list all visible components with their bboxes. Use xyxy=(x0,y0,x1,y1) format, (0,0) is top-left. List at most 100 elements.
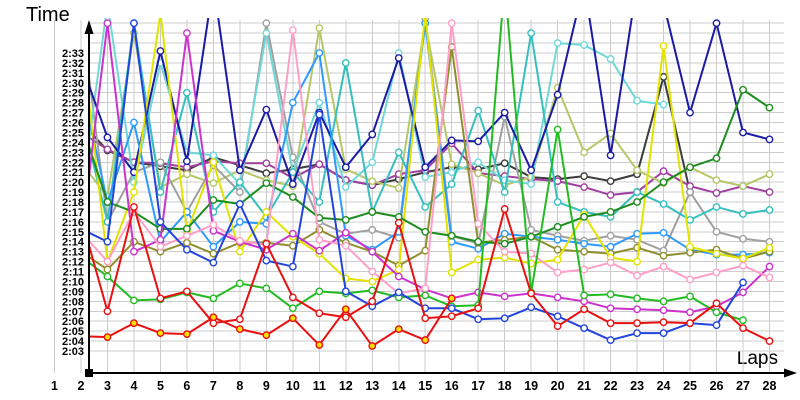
svg-text:27: 27 xyxy=(736,379,750,393)
data-point xyxy=(765,103,774,112)
data-point xyxy=(686,242,694,251)
data-point xyxy=(447,19,456,28)
data-point xyxy=(288,262,297,271)
data-point xyxy=(659,297,668,306)
data-point xyxy=(262,19,271,28)
data-point xyxy=(315,98,324,107)
data-point xyxy=(580,41,589,49)
svg-text:10: 10 xyxy=(286,379,300,393)
svg-text:2:23: 2:23 xyxy=(62,147,84,159)
data-point xyxy=(235,315,244,324)
data-point xyxy=(130,188,138,196)
data-point xyxy=(606,258,615,267)
data-point xyxy=(103,145,112,154)
data-point xyxy=(315,49,324,57)
data-point xyxy=(606,242,615,251)
data-point xyxy=(686,163,694,172)
svg-text:2:32: 2:32 xyxy=(62,58,84,70)
data-point xyxy=(447,168,456,177)
svg-text:2:26: 2:26 xyxy=(62,118,84,130)
svg-text:18: 18 xyxy=(498,379,512,393)
series-yellow xyxy=(90,18,774,286)
data-point xyxy=(262,208,271,216)
data-point xyxy=(474,237,483,246)
data-point xyxy=(421,284,430,293)
data-point xyxy=(183,238,191,247)
data-point xyxy=(765,337,774,345)
data-point xyxy=(394,272,403,281)
svg-text:13: 13 xyxy=(365,379,379,393)
data-point xyxy=(712,176,721,185)
data-point xyxy=(606,319,615,328)
data-point xyxy=(394,288,403,297)
svg-text:16: 16 xyxy=(445,379,459,393)
data-point xyxy=(103,198,112,206)
data-point xyxy=(421,336,430,344)
svg-text:5: 5 xyxy=(157,379,164,393)
svg-text:20: 20 xyxy=(551,379,565,393)
data-point xyxy=(341,163,350,172)
origin-marker xyxy=(85,369,93,377)
series-navy-blue xyxy=(90,18,774,189)
data-point xyxy=(553,125,562,134)
data-point xyxy=(633,319,641,328)
data-point xyxy=(156,235,165,244)
data-point xyxy=(659,251,668,260)
data-point xyxy=(712,268,721,277)
data-point xyxy=(739,182,747,191)
data-point xyxy=(447,304,456,313)
data-point xyxy=(580,148,589,157)
data-point xyxy=(421,227,430,236)
data-point xyxy=(368,158,377,167)
data-point xyxy=(156,242,165,251)
data-point xyxy=(739,128,747,137)
data-point xyxy=(368,267,377,276)
y-axis-arrow xyxy=(84,20,94,34)
data-point xyxy=(235,188,244,196)
data-point xyxy=(659,178,668,187)
data-point xyxy=(606,177,615,186)
data-point xyxy=(474,219,483,228)
data-point xyxy=(474,106,483,115)
data-point xyxy=(341,287,350,296)
series-red-leader xyxy=(90,294,456,350)
data-point xyxy=(765,243,774,252)
svg-text:9: 9 xyxy=(263,379,270,393)
data-point xyxy=(580,291,589,300)
data-point xyxy=(183,88,191,97)
data-point xyxy=(394,54,403,62)
data-point xyxy=(209,313,218,322)
data-point xyxy=(235,166,244,175)
data-point xyxy=(288,314,297,323)
data-point xyxy=(712,299,721,308)
data-point xyxy=(633,166,641,175)
data-point xyxy=(209,158,218,167)
data-point xyxy=(183,170,191,179)
data-point xyxy=(394,265,403,274)
data-point xyxy=(686,275,694,284)
data-point xyxy=(553,245,562,254)
data-point xyxy=(235,247,244,256)
data-point xyxy=(633,198,641,206)
data-point xyxy=(500,188,509,196)
data-point xyxy=(712,308,721,317)
data-point xyxy=(394,148,403,157)
axes xyxy=(84,20,797,378)
data-point xyxy=(686,108,694,117)
data-point xyxy=(580,305,589,314)
data-point xyxy=(288,229,297,238)
data-point xyxy=(659,100,668,109)
data-point xyxy=(765,262,774,271)
y-tick-labels: 2:032:042:052:062:072:082:092:102:112:12… xyxy=(62,48,85,358)
data-point xyxy=(739,324,747,333)
data-point xyxy=(315,246,324,255)
data-point xyxy=(262,159,271,168)
data-point xyxy=(235,325,244,334)
data-point xyxy=(580,213,589,221)
data-point xyxy=(527,180,536,189)
data-point xyxy=(288,168,297,177)
data-point xyxy=(500,239,509,248)
data-point xyxy=(421,163,430,172)
data-point xyxy=(633,96,641,105)
